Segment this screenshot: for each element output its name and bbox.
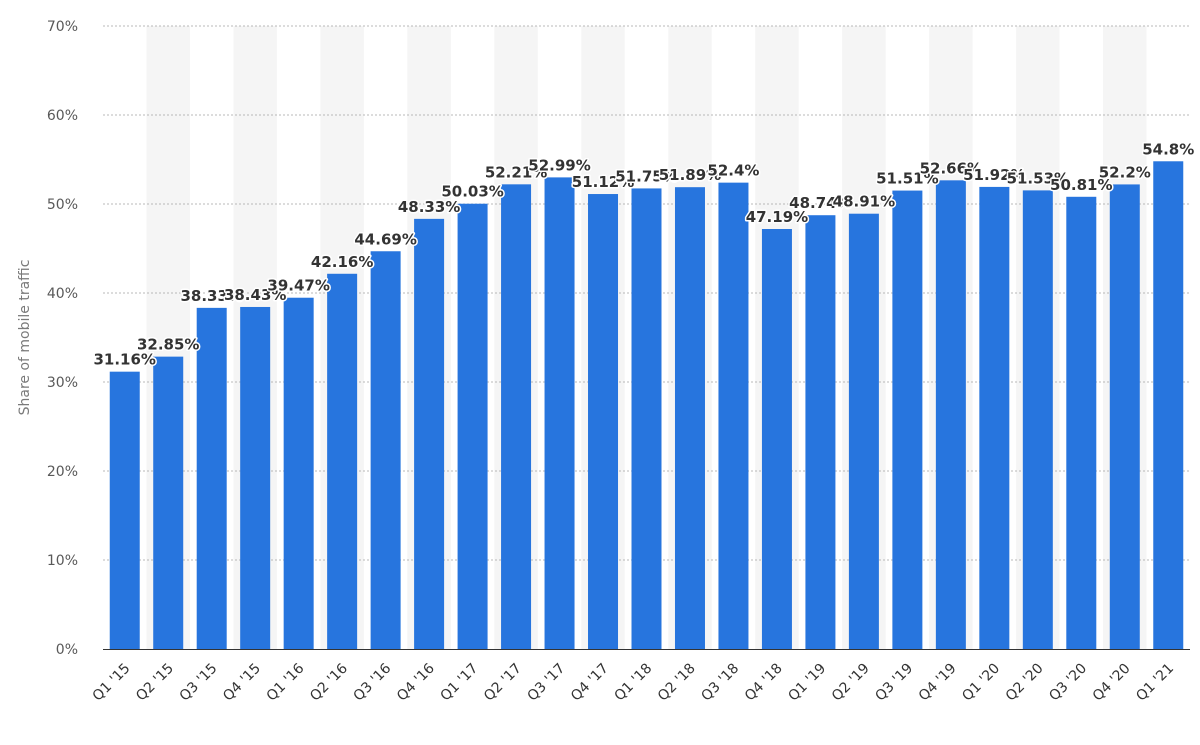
x-tick-label: Q4 '18	[742, 661, 786, 705]
bar[interactable]	[501, 184, 532, 649]
x-axis-ticks: Q1 '15 Q2 '15 Q3 '15 Q4 '15 Q1 '16 Q2 '16 Q3 '…	[90, 660, 1177, 704]
data-label: 51.12%	[572, 173, 634, 191]
y-tick-label: 40%	[47, 286, 78, 302]
data-label: 32.85%	[137, 336, 199, 354]
bar[interactable]	[1109, 184, 1140, 650]
x-tick-label: Q4 '20	[1090, 661, 1134, 705]
data-label: 38.33%	[180, 287, 242, 305]
data-label: 54.8%	[1142, 140, 1194, 158]
x-tick-label: Q2 '15	[133, 661, 177, 705]
bar[interactable]	[718, 182, 749, 649]
y-tick-label: 20%	[47, 464, 78, 480]
data-label: 42.16%	[311, 253, 373, 271]
x-tick-label: Q4 '17	[568, 661, 612, 705]
x-tick-label: Q1 '20	[959, 661, 1003, 705]
bar[interactable]	[327, 273, 358, 649]
x-tick-label: Q3 '20	[1046, 661, 1090, 705]
x-tick-label: Q1 '15	[90, 661, 134, 705]
data-label: 31.16%	[93, 351, 155, 369]
x-tick-label: Q1 '19	[785, 661, 829, 705]
x-tick-label: Q4 '19	[916, 661, 960, 705]
x-tick-label: Q2 '17	[481, 661, 525, 705]
bar[interactable]	[1153, 161, 1184, 649]
data-label: 50.03%	[441, 183, 503, 201]
bar[interactable]	[1022, 190, 1053, 649]
y-axis-ticks: 0% 10% 20% 30% 40% 50% 60% 70%	[47, 19, 78, 658]
data-label: 47.19%	[746, 208, 808, 226]
data-label: 52.99%	[528, 156, 590, 174]
x-tick-label: Q3 '17	[524, 661, 568, 705]
data-label: 52.4%	[707, 162, 759, 180]
bar[interactable]	[761, 229, 792, 649]
y-tick-label: 10%	[47, 553, 78, 569]
data-label: 51.75%	[615, 167, 677, 185]
y-axis-title: Share of mobile traffic	[17, 260, 33, 416]
bar[interactable]	[674, 187, 705, 649]
bar[interactable]	[240, 306, 271, 649]
x-tick-label: Q4 '15	[220, 661, 264, 705]
data-label: 48.74%	[789, 194, 851, 212]
data-label: 39.47%	[267, 277, 329, 295]
x-tick-label: Q2 '19	[829, 661, 873, 705]
y-tick-label: 70%	[47, 19, 78, 35]
data-labels: 31.16%32.85% 38.33%38.43%39.47% 42.16% 44.6…	[92, 139, 1196, 370]
bar[interactable]	[370, 251, 401, 649]
x-tick-label: Q1 '16	[264, 660, 308, 704]
y-tick-label: 50%	[47, 197, 78, 213]
bar[interactable]	[414, 218, 445, 649]
x-tick-label: Q4 '16	[394, 660, 438, 704]
x-tick-label: Q2 '20	[1003, 661, 1047, 705]
bar[interactable]	[848, 213, 879, 650]
y-tick-label: 0%	[56, 642, 78, 658]
y-tick-label: 60%	[47, 108, 78, 124]
bar[interactable]	[457, 203, 488, 649]
data-label: 38.43%	[224, 286, 286, 304]
bar[interactable]	[283, 297, 314, 649]
bar[interactable]	[109, 371, 140, 649]
bars	[109, 161, 1184, 650]
data-label: 44.69%	[354, 230, 416, 248]
bar[interactable]	[1066, 196, 1097, 649]
x-tick-label: Q1 '21	[1133, 661, 1177, 705]
x-tick-label: Q2 '18	[655, 661, 699, 705]
bar[interactable]	[892, 190, 923, 649]
bar[interactable]	[979, 186, 1010, 650]
data-label: 51.92%	[963, 166, 1025, 184]
data-label: 52.21%	[485, 163, 547, 181]
data-label: 48.33%	[398, 198, 460, 216]
data-label: 50.81%	[1050, 176, 1112, 194]
x-tick-label: Q3 '18	[698, 661, 742, 705]
x-tick-label: Q3 '15	[177, 661, 221, 705]
bar[interactable]	[588, 194, 619, 650]
x-tick-label: Q1 '17	[438, 661, 482, 705]
data-label: 51.53%	[1007, 169, 1069, 187]
bar[interactable]	[544, 177, 575, 649]
x-tick-label: Q1 '18	[611, 661, 655, 705]
bar[interactable]	[935, 180, 966, 650]
bar[interactable]	[631, 188, 662, 650]
bar[interactable]	[153, 356, 184, 649]
data-label: 51.89%	[659, 166, 721, 184]
y-tick-label: 30%	[47, 375, 78, 391]
x-tick-label: Q2 '16	[307, 660, 351, 704]
data-label: 51.51%	[876, 170, 938, 188]
data-label: 52.2%	[1099, 163, 1151, 181]
data-label: 48.91%	[833, 193, 895, 211]
x-tick-label: Q3 '16	[351, 660, 395, 704]
bar[interactable]	[805, 215, 836, 650]
x-tick-label: Q3 '19	[872, 661, 916, 705]
bar[interactable]	[196, 307, 227, 649]
data-label: 52.66%	[920, 159, 982, 177]
